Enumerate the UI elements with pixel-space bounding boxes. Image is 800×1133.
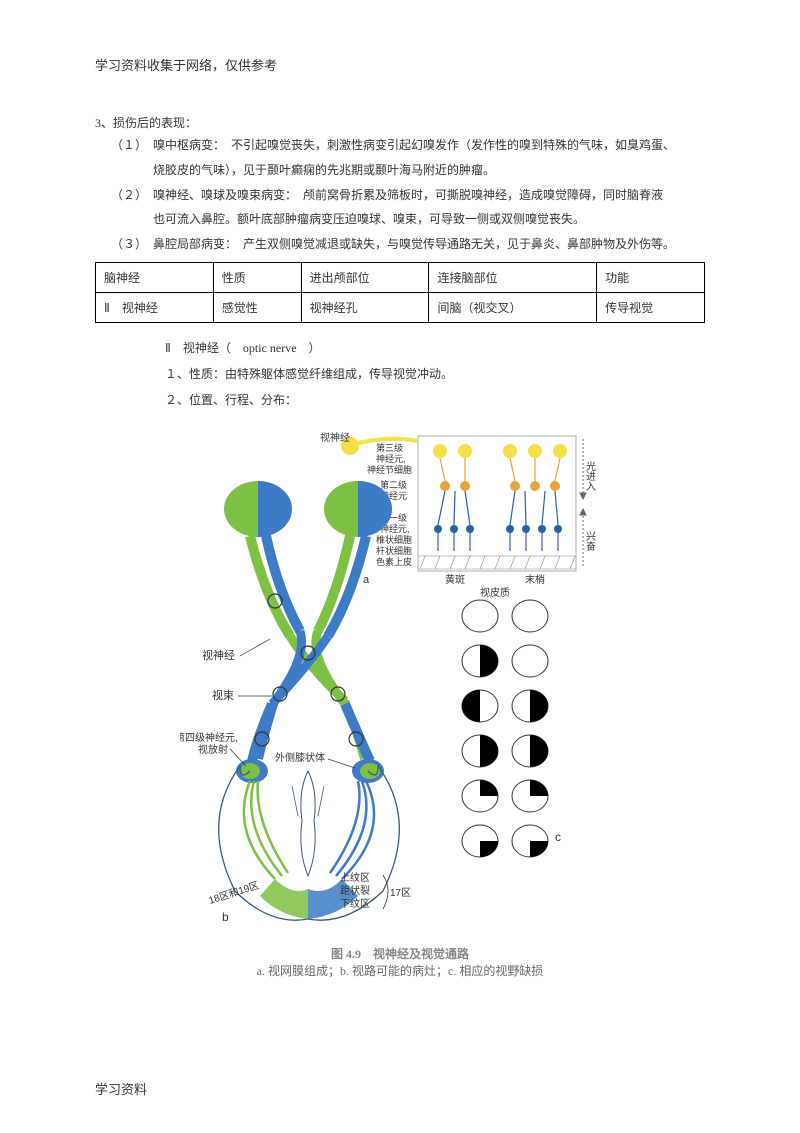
label-lower: 下纹区 bbox=[340, 897, 370, 910]
item-1-line2: 烧胶皮的气味），见于颞叶癫痫的先兆期或颞叶海马附近的肿瘤。 bbox=[95, 159, 705, 182]
section-3-title: 3、损伤后的表现： bbox=[95, 114, 705, 131]
panel-a-letter: a bbox=[363, 574, 370, 586]
label-retina: 视皮质 bbox=[480, 586, 510, 599]
label-periph: 末梢 bbox=[525, 573, 545, 586]
item-2-line2: 也可流入鼻腔。额叶底部肿瘤病变压迫嗅球、嗅束，可导致一侧或双侧嗅觉丧失。 bbox=[95, 208, 705, 231]
optic-nerve-p2: ２、位置、行程、分布： bbox=[165, 389, 705, 412]
td-4: 间脑（视交叉） bbox=[429, 292, 597, 322]
header-note: 学习资料收集于网络，仅供参考 bbox=[95, 55, 705, 74]
panel-c: c bbox=[462, 600, 561, 857]
item-1-line1: （１） 嗅中枢病变： 不引起嗅觉丧失，刺激性病变引起幻嗅发作（发作性的嗅到特殊的… bbox=[95, 134, 705, 157]
label-excite: 兴奋 bbox=[584, 531, 596, 552]
td-2: 感觉性 bbox=[213, 292, 301, 322]
panel-c-letter: c bbox=[555, 830, 561, 844]
label-area18-19: 18区和19区 bbox=[207, 880, 260, 908]
label-macula: 黄斑 bbox=[445, 573, 465, 586]
figure-caption: 图 4.9 视神经及视觉通路 a. 视网膜组成；b. 视路可能的病灶；c. 相应… bbox=[95, 945, 705, 979]
label-level3-c: 神经节细胞 bbox=[367, 464, 412, 475]
footer-note: 学习资料 bbox=[95, 1079, 147, 1098]
th-4: 连接脑部位 bbox=[429, 262, 597, 292]
label-level1-e: 色素上皮 bbox=[376, 556, 412, 567]
panel-b-letter: b bbox=[222, 910, 229, 924]
label-light-in: 光进入 bbox=[584, 460, 596, 491]
label-level3-b: 神经元, bbox=[376, 453, 406, 464]
table-data-row: Ⅱ 视神经 感觉性 视神经孔 间脑（视交叉） 传导视觉 bbox=[96, 292, 705, 322]
label-area17: 17区 bbox=[390, 887, 411, 899]
label-level3-a: 第三级 bbox=[376, 442, 403, 453]
document-page: 学习资料收集于网络，仅供参考 3、损伤后的表现： （１） 嗅中枢病变： 不引起嗅… bbox=[0, 0, 800, 1133]
label-fissure: 距状裂 bbox=[340, 884, 370, 897]
caption-title: 图 4.9 视神经及视觉通路 bbox=[331, 947, 469, 961]
label-lvl4-a: 第四级神经元, bbox=[180, 731, 238, 744]
item-2-line1: （２） 嗅神经、嗅球及嗅束病变： 颅前窝骨折累及筛板时，可撕脱嗅神经，造成嗅觉障… bbox=[95, 184, 705, 207]
label-optic-nerve-top: 视神经 bbox=[320, 431, 350, 444]
optic-nerve-block: Ⅱ 视神经（ optic nerve ） １、性质：由特殊躯体感觉纤维组成，传导… bbox=[165, 337, 705, 411]
item-3-line1: （３） 鼻腔局部病变： 产生双侧嗅觉减退或缺失，与嗅觉传导通路无关，见于鼻炎、鼻… bbox=[95, 233, 705, 256]
td-3: 视神经孔 bbox=[301, 292, 429, 322]
figure-4-9: 视神经 第三级 神经元, 神经节细胞 第二级 神经元 第一级 神经元, 椎状细胞… bbox=[95, 421, 705, 941]
label-level2-a: 第二级 bbox=[380, 479, 407, 490]
th-3: 进出颅部位 bbox=[301, 262, 429, 292]
label-optic-tract: 视束 bbox=[212, 688, 234, 702]
label-lvl4-b: 视放射 bbox=[198, 743, 228, 756]
caption-subtitle: a. 视网膜组成；b. 视路可能的病灶；c. 相应的视野缺损 bbox=[257, 964, 544, 978]
th-2: 性质 bbox=[213, 262, 301, 292]
td-1: Ⅱ 视神经 bbox=[96, 292, 214, 322]
optic-nerve-p1: １、性质：由特殊躯体感觉纤维组成，传导视觉冲动。 bbox=[165, 363, 705, 386]
label-upper: 上纹区 bbox=[340, 871, 370, 884]
optic-nerve-title: Ⅱ 视神经（ optic nerve ） bbox=[165, 337, 705, 360]
optic-pathway-diagram: 视神经 第三级 神经元, 神经节细胞 第二级 神经元 第一级 神经元, 椎状细胞… bbox=[180, 421, 620, 941]
label-level1-d: 杆状细胞 bbox=[376, 545, 412, 556]
cranial-nerve-table: 脑神经 性质 进出颅部位 连接脑部位 功能 Ⅱ 视神经 感觉性 视神经孔 间脑（… bbox=[95, 262, 705, 323]
label-level1-c: 椎状细胞 bbox=[376, 534, 412, 545]
label-optic-nerve: 视神经 bbox=[202, 648, 235, 662]
td-5: 传导视觉 bbox=[597, 292, 705, 322]
th-5: 功能 bbox=[597, 262, 705, 292]
table-header-row: 脑神经 性质 进出颅部位 连接脑部位 功能 bbox=[96, 262, 705, 292]
th-1: 脑神经 bbox=[96, 262, 214, 292]
label-lgb: 外侧膝状体 bbox=[275, 751, 325, 764]
